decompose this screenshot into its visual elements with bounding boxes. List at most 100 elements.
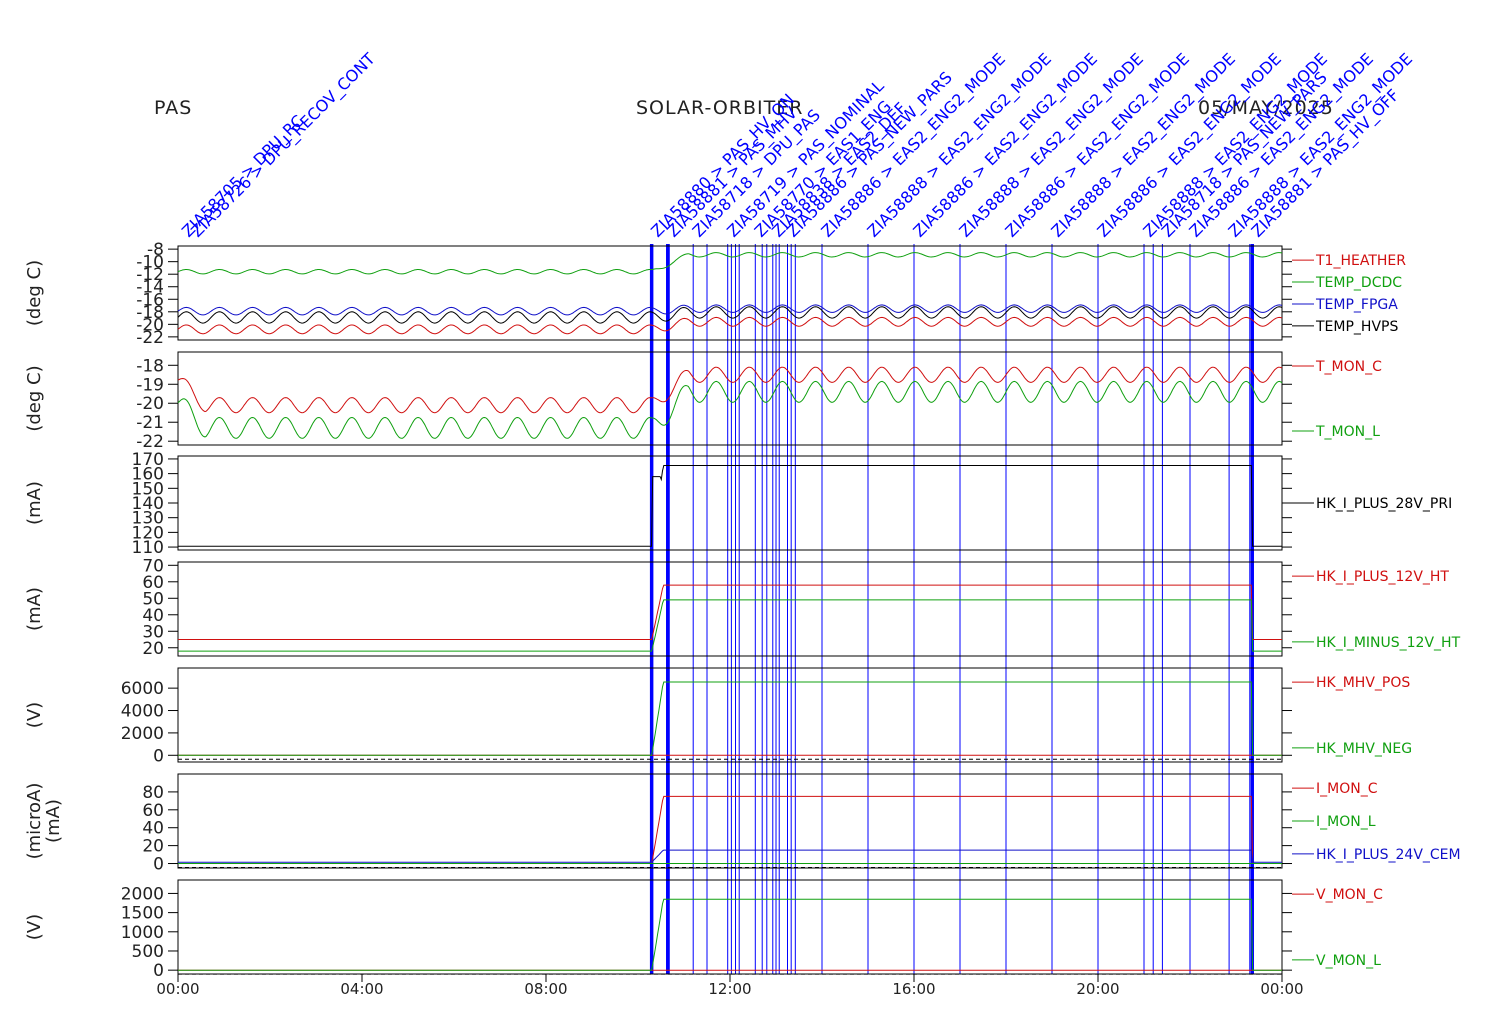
event-markers — [649, 244, 1254, 974]
header-center: SOLAR-ORBITER — [636, 97, 804, 119]
legend-label: I_MON_L — [1316, 814, 1376, 830]
y-tick-label: 110 — [132, 538, 164, 558]
series-line — [177, 252, 1283, 275]
series-line — [177, 380, 1283, 439]
y-tick-label: 160 — [132, 465, 164, 485]
y-tick-label: 40 — [142, 819, 164, 839]
y-tick-label: 70 — [142, 556, 164, 576]
y-axis-label: (mA) — [43, 799, 64, 843]
legend-label: I_MON_C — [1316, 781, 1378, 797]
series-line — [177, 304, 1283, 316]
x-tick-label: 16:00 — [892, 980, 935, 998]
y-tick-label: 60 — [142, 573, 164, 593]
y-axis-label: (deg C) — [24, 260, 45, 326]
x-tick-label: 00:00 — [1260, 980, 1303, 998]
panel-frame — [177, 773, 1283, 869]
series-line — [177, 366, 1283, 414]
y-tick-label: 80 — [142, 783, 164, 803]
x-tick-label: 20:00 — [1076, 980, 1119, 998]
panel-frame — [177, 879, 1283, 975]
y-tick-label: -22 — [136, 328, 164, 348]
y-tick-label: 140 — [132, 494, 164, 514]
header-date: 05/MAY/2025 — [1198, 97, 1334, 119]
y-axis-label: (microA) — [24, 783, 45, 860]
y-axis-label: (deg C) — [24, 365, 45, 431]
y-tick-label: -22 — [136, 432, 164, 452]
legend-label: HK_MHV_NEG — [1316, 741, 1412, 757]
legend-label: TEMP_FPGA — [1315, 297, 1398, 313]
y-tick-label: 20 — [142, 639, 164, 659]
legend-label: HK_I_PLUS_28V_PRI — [1316, 496, 1452, 512]
y-tick-label: 170 — [132, 450, 164, 470]
y-tick-label: 2000 — [121, 724, 164, 744]
y-axis-label: (V) — [24, 914, 45, 940]
legend-label: T_MON_L — [1315, 424, 1380, 440]
y-tick-label: 120 — [132, 523, 164, 543]
y-tick-label: 1500 — [121, 904, 164, 924]
y-tick-label: -19 — [136, 375, 164, 395]
y-tick-label: -18 — [136, 356, 164, 376]
y-tick-label: 0 — [153, 855, 164, 875]
y-tick-label: -21 — [136, 413, 164, 433]
y-tick-label: -20 — [136, 394, 164, 414]
legend-label: V_MON_C — [1316, 887, 1383, 903]
y-axis-label: (mA) — [24, 587, 45, 631]
y-axis-label: (V) — [24, 702, 45, 728]
header-left: PAS — [154, 97, 193, 119]
panel-frame — [177, 667, 1283, 763]
series-line — [178, 849, 1282, 863]
y-tick-label: 2000 — [121, 884, 164, 904]
y-tick-label: -10 — [136, 253, 164, 273]
panel-1: -8-10-12-14-16-18-20-22 (deg C) T1_HEATHER… — [24, 240, 1406, 348]
y-tick-label: 4000 — [121, 702, 164, 722]
y-tick-label: 130 — [132, 509, 164, 529]
x-tick-label: 08:00 — [524, 980, 567, 998]
y-tick-label: -20 — [136, 315, 164, 335]
y-tick-label: 150 — [132, 479, 164, 499]
y-tick-label: -8 — [147, 240, 164, 260]
panel-frame — [177, 561, 1283, 657]
y-tick-label: 20 — [142, 837, 164, 857]
panel-frame — [177, 351, 1283, 446]
y-tick-label: 1000 — [121, 923, 164, 943]
panels: -8-10-12-14-16-18-20-22(deg C) T1_HEATHER… — [24, 240, 1461, 981]
event-label: ZIA58726 > DPU_RECOV_CONT — [187, 49, 379, 241]
legend-label: HK_I_PLUS_12V_HT — [1316, 569, 1449, 585]
panel-frame — [177, 245, 1283, 341]
y-tick-label: -16 — [136, 290, 164, 310]
x-tick-label: 12:00 — [708, 980, 751, 998]
y-tick-label: 60 — [142, 801, 164, 821]
legend-label: HK_I_MINUS_12V_HT — [1316, 635, 1461, 651]
y-tick-label: -14 — [136, 278, 164, 298]
y-tick-label: 40 — [142, 606, 164, 626]
legend-label: HK_I_PLUS_24V_CEM — [1316, 847, 1461, 863]
legend-label: V_MON_L — [1316, 953, 1381, 969]
x-tick-label: 00:00 — [156, 980, 199, 998]
panel-2: -18-19-20-21-22 (deg C) T_MON_C T_MON_L — [24, 351, 1382, 452]
legend-label: T1_HEATHER — [1315, 253, 1406, 269]
y-tick-label: 50 — [142, 589, 164, 609]
x-tick-label: 04:00 — [340, 980, 383, 998]
legend-label: HK_MHV_POS — [1316, 675, 1410, 691]
y-axis-label: (mA) — [24, 481, 45, 525]
series-line — [178, 898, 1282, 971]
x-axis: 00:00 04:00 08:00 12:00 16:00 20:00 00:00 — [156, 974, 1304, 998]
legend-label: T_MON_C — [1315, 359, 1382, 375]
legend-label: TEMP_HVPS — [1315, 319, 1398, 335]
panel-frame — [177, 455, 1283, 551]
legend-label: TEMP_DCDC — [1315, 275, 1402, 291]
y-tick-label: -12 — [136, 265, 164, 285]
y-tick-label: 0 — [153, 961, 164, 981]
y-tick-label: 0 — [153, 746, 164, 766]
series-line — [177, 306, 1283, 324]
y-tick-label: 500 — [132, 942, 164, 962]
series-line — [177, 316, 1283, 335]
series-line — [178, 599, 1282, 652]
